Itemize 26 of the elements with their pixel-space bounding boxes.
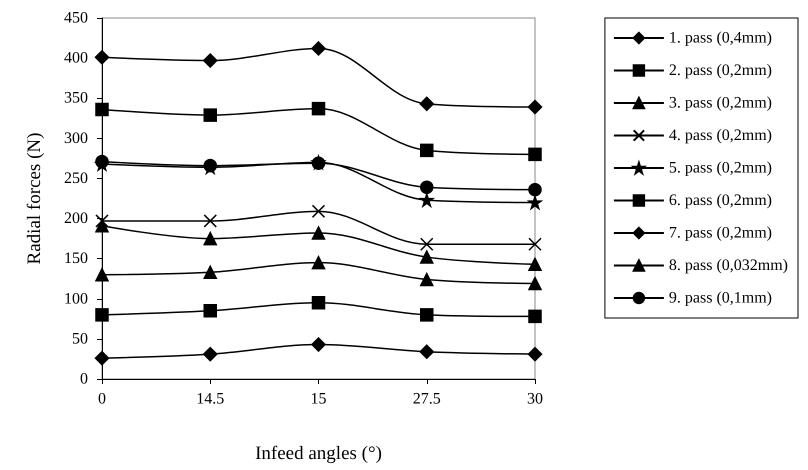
y-tick-label: 150 <box>64 250 88 268</box>
legend-label: 3. pass (0,2mm) <box>668 94 772 112</box>
legend-label: 6. pass (0,2mm) <box>668 192 772 209</box>
x-tick-label: 27.5 <box>412 390 441 408</box>
x-tick-label: 0 <box>98 390 106 408</box>
y-tick-label: 250 <box>64 170 88 187</box>
legend-label: 2. pass (0,2mm) <box>668 62 772 79</box>
y-tick-label: 450 <box>64 10 88 26</box>
y-tick-label: 50 <box>72 330 88 348</box>
y-tick-label: 300 <box>64 130 88 147</box>
legend-label: 5. pass (0,2mm) <box>668 160 772 176</box>
y-axis-title: Radial forces (N) <box>24 132 45 264</box>
y-tick-label: 200 <box>64 210 88 228</box>
y-tick-label: 350 <box>64 90 88 107</box>
legend-label: 4. pass (0,2mm) <box>668 127 772 144</box>
y-tick-label: 0 <box>80 370 88 388</box>
x-tick-label: 30 <box>527 390 543 408</box>
legend-label: 7. pass (0,2mm) <box>668 224 772 242</box>
legend-label: 9. pass (0,1mm) <box>668 290 772 306</box>
x-axis-title: Infeed angles (°) <box>255 443 382 464</box>
x-tick-label: 15 <box>310 390 326 408</box>
y-tick-label: 400 <box>64 50 88 67</box>
legend-label: 8. pass (0,032mm) <box>668 257 788 274</box>
x-tick-label: 14.5 <box>196 390 224 408</box>
y-tick-label: 100 <box>64 290 88 308</box>
legend-label: 1. pass (0,4mm) <box>668 30 772 46</box>
